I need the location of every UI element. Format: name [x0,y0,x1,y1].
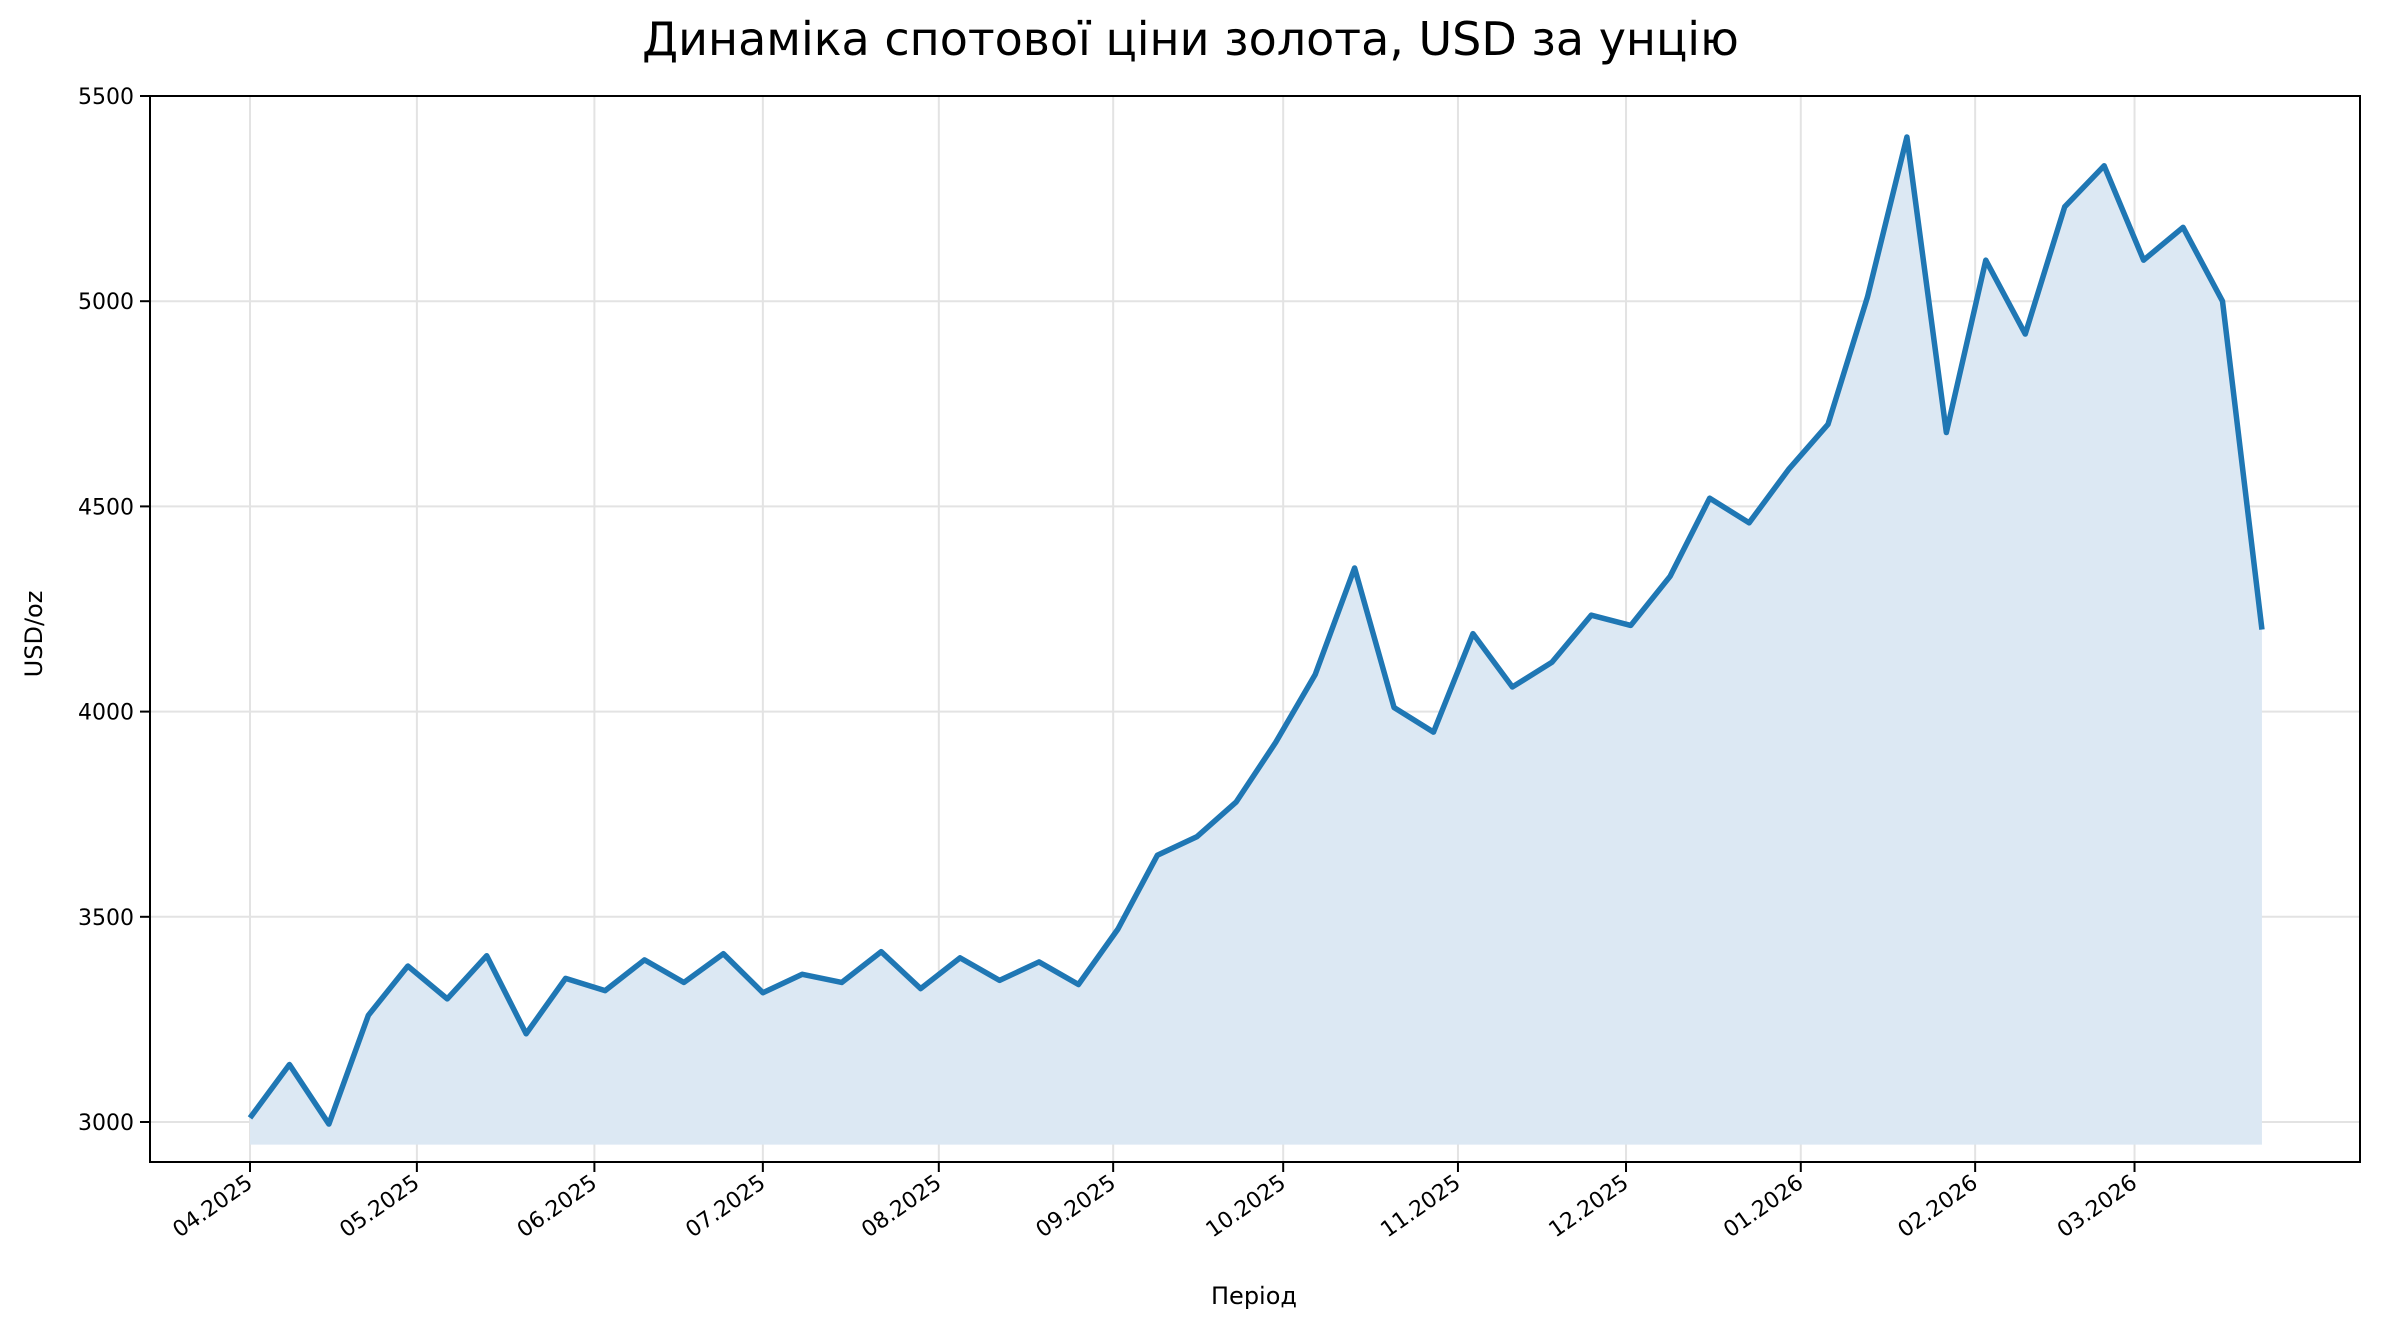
y-axis: 3000 3500 4000 4500 5000 5500 [78,85,150,1136]
y-tick-label: 4000 [78,701,134,726]
y-tick-label: 4500 [78,495,134,520]
x-tick-label: 08.2025 [857,1170,946,1243]
x-tick-label: 09.2025 [1032,1170,1121,1243]
price-line [247,134,2265,1127]
x-tick-label: 12.2025 [1545,1170,1634,1243]
y-tick-label: 5500 [78,85,134,110]
x-axis: 04.2025 05.2025 06.2025 07.2025 08.2025 09.20… [169,1162,2142,1243]
x-tick-label: 10.2025 [1202,1170,1291,1243]
y-tick-label: 5000 [78,290,134,315]
x-tick-label: 05.2025 [335,1170,424,1243]
x-tick-label: 07.2025 [681,1170,770,1243]
y-tick-label: 3000 [78,1111,134,1136]
y-tick-label: 3500 [78,906,134,931]
area-fill [250,137,2262,1145]
x-tick-label: 02.2026 [1894,1170,1983,1243]
chart-title: Динаміка спотової ціни золота, USD за ун… [642,12,1739,66]
x-tick-label: 11.2025 [1377,1170,1466,1243]
y-axis-label: USD/oz [20,591,48,678]
x-axis-label: Період [1211,1282,1297,1310]
x-tick-label: 01.2026 [1719,1170,1808,1243]
x-tick-label: 03.2026 [2053,1170,2142,1243]
plot-frame [149,95,2361,1163]
x-tick-label: 06.2025 [513,1170,602,1243]
x-tick-label: 04.2025 [169,1170,258,1243]
